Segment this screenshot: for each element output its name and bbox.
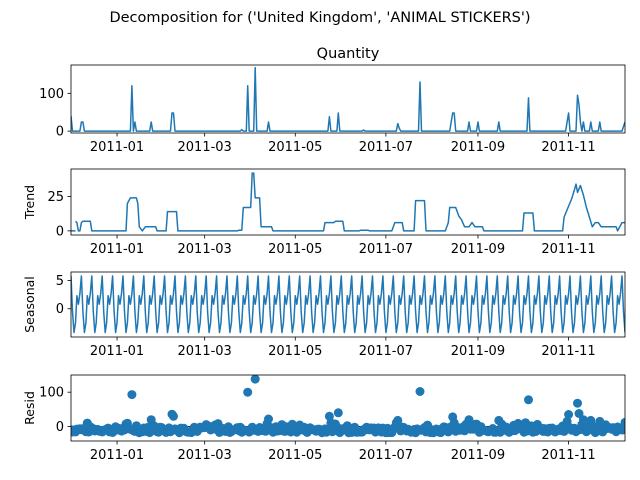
quantity-xtick-label: 2011-07 bbox=[359, 140, 413, 155]
resid-point bbox=[573, 398, 582, 408]
trend-axes-frame bbox=[70, 168, 626, 236]
trend-ytick-label: 0 bbox=[56, 224, 64, 239]
seasonal-xtick-label: 2011-07 bbox=[359, 344, 413, 359]
resid-ytick-label: 0 bbox=[56, 420, 64, 435]
resid-point bbox=[127, 390, 137, 400]
seasonal-xtick-label: 2011-01 bbox=[90, 344, 144, 359]
resid-point bbox=[524, 395, 533, 405]
trend-xtick-label: 2011-07 bbox=[359, 242, 413, 257]
seasonal-panel: 2011-01 2011-03 2011-05 2011-07 2011-09 2011-… bbox=[22, 271, 626, 359]
quantity-xtick-label: 2011-11 bbox=[541, 140, 595, 155]
resid-xtick-label: 2011-11 bbox=[541, 448, 595, 463]
resid-ytick-label: 100 bbox=[39, 386, 64, 401]
seasonal-ytick-label: 0 bbox=[56, 302, 64, 317]
quantity-panel-title: Quantity bbox=[317, 46, 380, 62]
seasonal-ylabel: Seasonal bbox=[22, 276, 37, 333]
resid-point bbox=[146, 415, 156, 425]
trend-panel: 2011-01 2011-03 2011-05 2011-07 2011-09 2011-… bbox=[22, 168, 626, 257]
trend-xtick-label: 2011-09 bbox=[451, 242, 505, 257]
resid-point bbox=[494, 415, 504, 425]
quantity-xtick-label: 2011-03 bbox=[178, 140, 232, 155]
seasonal-xtick-label: 2011-05 bbox=[268, 344, 322, 359]
trend-xtick-label: 2011-03 bbox=[178, 242, 232, 257]
resid-point bbox=[595, 416, 605, 426]
resid-point bbox=[619, 425, 625, 435]
resid-point bbox=[243, 387, 253, 397]
resid-point bbox=[448, 412, 458, 422]
quantity-plot-area bbox=[71, 66, 625, 132]
quantity-xtick-label: 2011-05 bbox=[268, 140, 322, 155]
resid-point bbox=[464, 415, 474, 425]
trend-xtick-label: 2011-01 bbox=[90, 242, 144, 257]
seasonal-series-line bbox=[71, 275, 625, 334]
resid-xtick-label: 2011-05 bbox=[268, 448, 322, 463]
quantity-panel: 2011-01 2011-03 2011-05 2011-07 2011-09 2011-… bbox=[39, 46, 626, 155]
resid-axes-frame bbox=[70, 374, 626, 442]
resid-point bbox=[250, 375, 260, 384]
resid-point bbox=[562, 416, 572, 426]
resid-ylabel: Resid bbox=[22, 391, 37, 425]
quantity-xtick-label: 2011-01 bbox=[90, 140, 144, 155]
resid-xtick-label: 2011-07 bbox=[359, 448, 413, 463]
figure-title: Decomposition for ('United Kingdom', 'AN… bbox=[109, 10, 530, 26]
seasonal-axes-frame bbox=[70, 271, 626, 338]
resid-xtick-label: 2011-03 bbox=[178, 448, 232, 463]
trend-xtick-label: 2011-11 bbox=[541, 242, 595, 257]
resid-point bbox=[415, 387, 425, 396]
seasonal-plot-area bbox=[71, 275, 625, 334]
resid-xtick-label: 2011-01 bbox=[90, 448, 144, 463]
resid-panel: 2011-01 2011-03 2011-05 2011-07 2011-09 2011-… bbox=[22, 374, 626, 463]
trend-series-line bbox=[71, 172, 625, 232]
plot-panels: 2011-01 2011-03 2011-05 2011-07 2011-09 2011-… bbox=[22, 46, 626, 463]
resid-point bbox=[586, 415, 596, 425]
seasonal-xtick-label: 2011-09 bbox=[451, 344, 505, 359]
quantity-xtick-label: 2011-09 bbox=[451, 140, 505, 155]
resid-point bbox=[393, 415, 403, 425]
quantity-axes-frame bbox=[70, 64, 626, 134]
resid-point bbox=[169, 411, 178, 421]
trend-plot-area bbox=[71, 172, 625, 232]
trend-ytick-label: 25 bbox=[47, 190, 64, 205]
resid-xtick-label: 2011-09 bbox=[451, 448, 505, 463]
resid-point bbox=[620, 417, 625, 427]
seasonal-xtick-label: 2011-11 bbox=[541, 344, 595, 359]
seasonal-xtick-label: 2011-03 bbox=[178, 344, 232, 359]
trend-ylabel: Trend bbox=[22, 185, 37, 220]
trend-xtick-label: 2011-05 bbox=[268, 242, 322, 257]
resid-point bbox=[324, 411, 334, 421]
seasonal-ytick-label: 5 bbox=[56, 274, 64, 289]
resid-plot-area bbox=[71, 375, 625, 438]
resid-point bbox=[564, 410, 574, 419]
resid-point bbox=[333, 408, 343, 418]
quantity-series-line bbox=[71, 66, 625, 132]
quantity-ytick-label: 100 bbox=[39, 87, 64, 102]
quantity-ytick-label: 0 bbox=[56, 125, 64, 140]
resid-point bbox=[264, 414, 273, 424]
resid-point bbox=[578, 415, 588, 425]
